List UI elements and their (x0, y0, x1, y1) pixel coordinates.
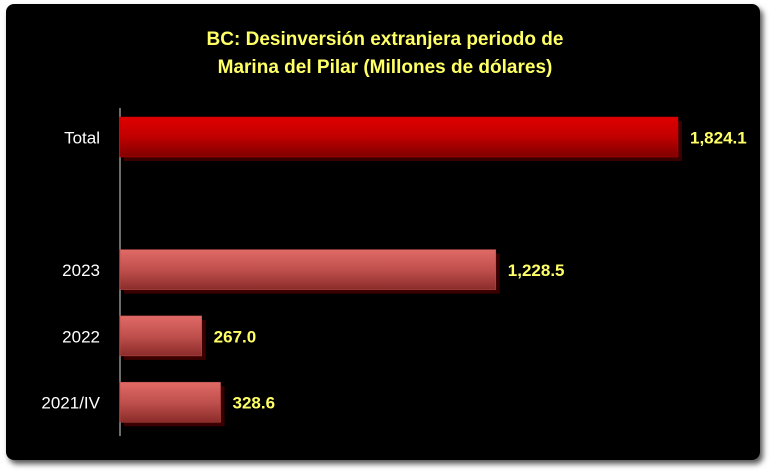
bar (119, 315, 202, 357)
chart-title: Marina del Pilar (Millones de dólares) (218, 57, 553, 78)
chart-title: BC: Desinversión extranjera periodo de (207, 29, 564, 50)
bar (119, 116, 679, 158)
y-tick-label: 2022 (62, 327, 100, 346)
value-label: 1,824.1 (690, 128, 747, 147)
value-label: 267.0 (214, 327, 257, 346)
y-tick-label: Total (64, 128, 100, 147)
bar (119, 381, 221, 423)
y-tick-label: 2023 (62, 261, 100, 280)
bar (119, 249, 497, 290)
y-tick-label: 2021/IV (41, 394, 100, 413)
value-label: 1,228.5 (508, 261, 565, 280)
value-label: 328.6 (233, 394, 276, 413)
